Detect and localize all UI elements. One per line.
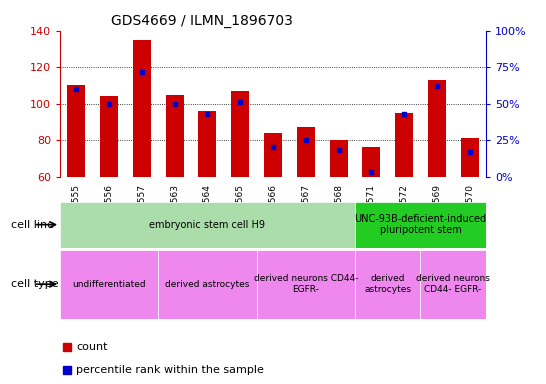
Bar xyxy=(231,91,249,177)
Text: GSM997567: GSM997567 xyxy=(301,184,310,238)
Bar xyxy=(355,250,420,319)
Bar xyxy=(264,133,282,177)
Text: count: count xyxy=(76,342,108,352)
Bar xyxy=(60,202,355,248)
Text: cell type: cell type xyxy=(11,279,58,289)
Text: derived neurons
CD44- EGFR-: derived neurons CD44- EGFR- xyxy=(416,275,490,294)
Text: GSM997569: GSM997569 xyxy=(432,184,441,238)
Text: GSM997572: GSM997572 xyxy=(400,184,408,238)
Text: GSM997566: GSM997566 xyxy=(269,184,277,238)
Text: derived neurons CD44-
EGFR-: derived neurons CD44- EGFR- xyxy=(253,275,358,294)
Text: GSM997568: GSM997568 xyxy=(334,184,343,238)
Bar xyxy=(362,147,380,177)
Text: GSM997557: GSM997557 xyxy=(138,184,146,238)
Bar xyxy=(68,85,85,177)
Text: GSM997565: GSM997565 xyxy=(236,184,245,238)
Bar xyxy=(395,113,413,177)
Text: GSM997571: GSM997571 xyxy=(367,184,376,238)
Bar xyxy=(100,96,118,177)
Text: GDS4669 / ILMN_1896703: GDS4669 / ILMN_1896703 xyxy=(111,14,293,28)
Text: GSM997563: GSM997563 xyxy=(170,184,179,238)
Text: derived
astrocytes: derived astrocytes xyxy=(364,275,411,294)
Text: UNC-93B-deficient-induced
pluripotent stem: UNC-93B-deficient-induced pluripotent st… xyxy=(354,214,486,235)
Bar xyxy=(355,202,486,248)
Text: GSM997555: GSM997555 xyxy=(72,184,81,238)
Bar xyxy=(420,250,486,319)
Bar xyxy=(461,138,478,177)
Text: embryonic stem cell H9: embryonic stem cell H9 xyxy=(150,220,265,230)
Bar xyxy=(60,250,158,319)
Text: percentile rank within the sample: percentile rank within the sample xyxy=(76,365,264,375)
Text: GSM997564: GSM997564 xyxy=(203,184,212,238)
Bar xyxy=(133,40,151,177)
Bar xyxy=(158,250,257,319)
Bar xyxy=(297,127,314,177)
Bar xyxy=(428,80,446,177)
Text: GSM997570: GSM997570 xyxy=(465,184,474,238)
Text: derived astrocytes: derived astrocytes xyxy=(165,280,250,289)
Text: GSM997556: GSM997556 xyxy=(105,184,114,238)
Bar xyxy=(166,94,183,177)
Text: cell line: cell line xyxy=(11,220,54,230)
Bar xyxy=(199,111,216,177)
Bar xyxy=(257,250,355,319)
Bar xyxy=(329,140,347,177)
Text: undifferentiated: undifferentiated xyxy=(73,280,146,289)
